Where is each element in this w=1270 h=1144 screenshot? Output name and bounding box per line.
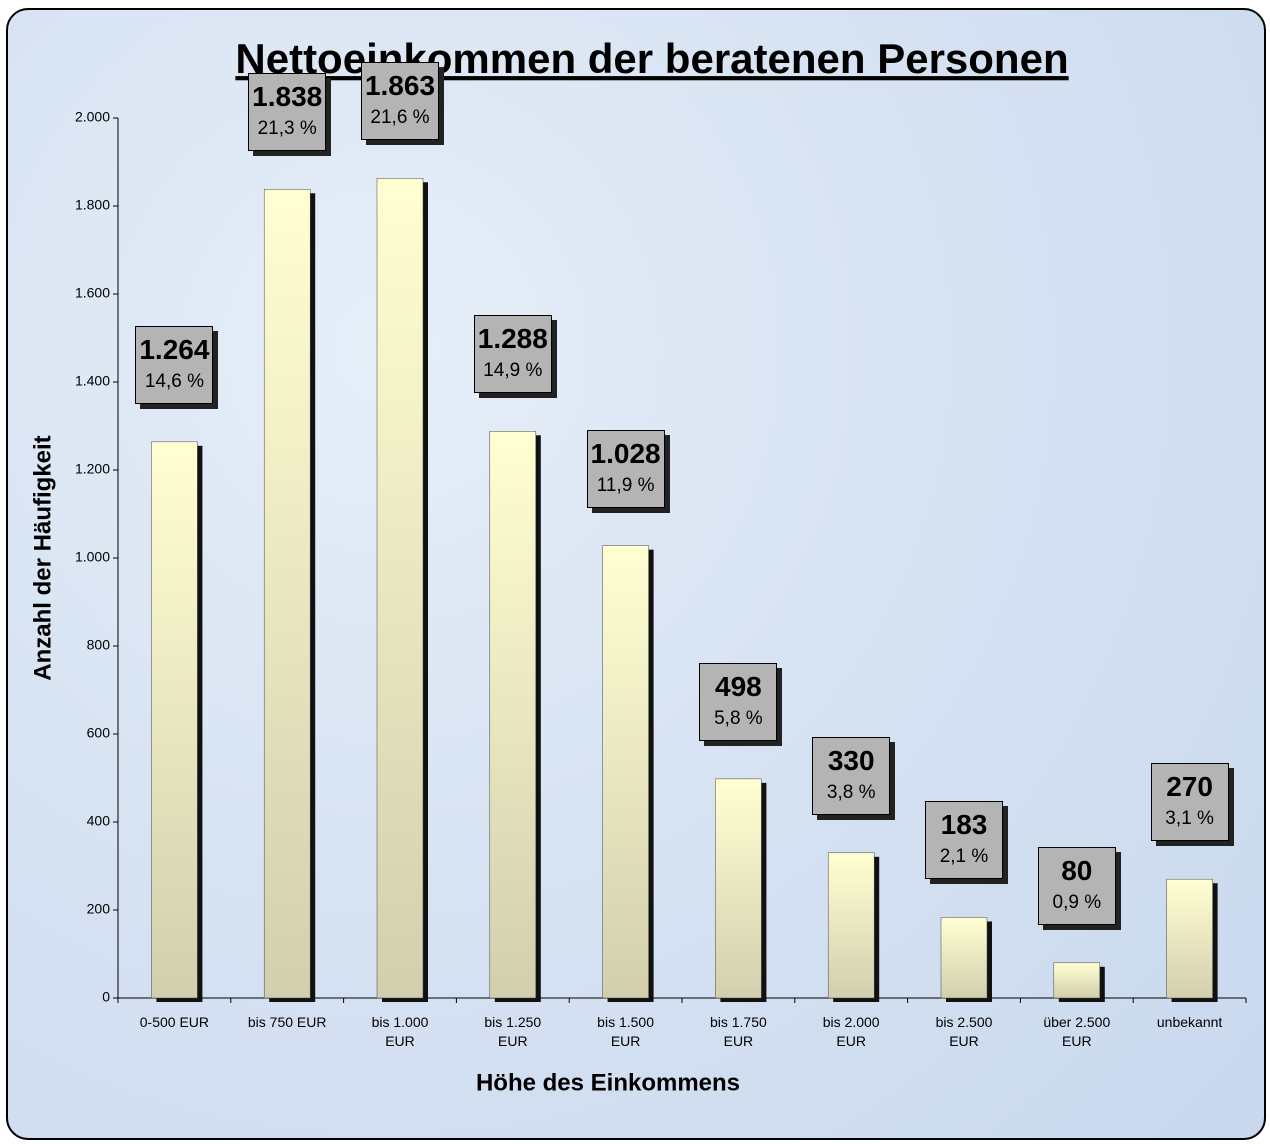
y-tick-label: 1.400 [75, 373, 110, 389]
share-label: 5,8 % [700, 708, 776, 730]
value-label: 1.863 [362, 71, 438, 101]
value-label: 1.264 [136, 335, 212, 365]
bar [1054, 963, 1100, 998]
share-label: 11,9 % [588, 475, 664, 497]
x-tick-label: 0-500 EUR [129, 1013, 219, 1032]
x-tick-label: über 2.500 EUR [1032, 1013, 1122, 1051]
share-label: 14,9 % [475, 360, 551, 382]
value-label-box: 498 5,8 % [699, 663, 777, 741]
value-label-box: 183 2,1 % [925, 801, 1003, 879]
value-label: 1.028 [588, 439, 664, 469]
y-tick-label: 600 [87, 725, 111, 741]
value-label: 1.288 [475, 324, 551, 354]
chart: Nettoeinkommen der beratenen Personen Hö… [8, 10, 1264, 1138]
value-label-box: 80 0,9 % [1038, 847, 1116, 925]
value-label-box: 1.838 21,3 % [248, 73, 326, 151]
share-label: 21,3 % [249, 118, 325, 140]
value-label: 270 [1152, 772, 1228, 802]
value-label-box: 270 3,1 % [1151, 763, 1229, 841]
share-label: 0,9 % [1039, 892, 1115, 914]
bar [1167, 879, 1213, 998]
page: {"chart_data": {"type": "bar", "title": … [0, 0, 1270, 1144]
y-tick-label: 2.000 [75, 109, 110, 125]
value-label: 80 [1039, 856, 1115, 886]
x-tick-label: unbekannt [1145, 1013, 1235, 1032]
bar [151, 442, 197, 998]
x-tick-label: bis 1.000 EUR [355, 1013, 445, 1051]
x-axis-title: Höhe des Einkommens [476, 1069, 740, 1096]
x-tick-label: bis 1.500 EUR [581, 1013, 671, 1051]
bar [377, 178, 423, 998]
chart-frame: Nettoeinkommen der beratenen Personen Hö… [6, 8, 1266, 1140]
share-label: 3,8 % [813, 782, 889, 804]
y-tick-label: 800 [87, 637, 111, 653]
bar [264, 189, 310, 998]
value-label-box: 1.028 11,9 % [587, 430, 665, 508]
value-label: 498 [700, 672, 776, 702]
y-tick-label: 200 [87, 901, 111, 917]
bar [941, 917, 987, 998]
share-label: 3,1 % [1152, 808, 1228, 830]
bar [828, 853, 874, 998]
x-tick-label: bis 750 EUR [242, 1013, 332, 1032]
y-axis-title: Anzahl der Häufigkeit [29, 435, 56, 680]
y-tick-label: 1.600 [75, 285, 110, 301]
bar [715, 779, 761, 998]
y-tick-label: 1.000 [75, 549, 110, 565]
y-tick-label: 1.800 [75, 197, 110, 213]
share-label: 14,6 % [136, 371, 212, 393]
value-label-box: 1.288 14,9 % [474, 315, 552, 393]
value-label-box: 1.863 21,6 % [361, 62, 439, 140]
share-label: 2,1 % [926, 846, 1002, 868]
value-label-box: 330 3,8 % [812, 737, 890, 815]
value-label-box: 1.264 14,6 % [135, 326, 213, 404]
x-tick-label: bis 2.000 EUR [806, 1013, 896, 1051]
y-tick-label: 400 [87, 813, 111, 829]
value-label: 1.838 [249, 82, 325, 112]
y-tick-label: 1.200 [75, 461, 110, 477]
value-label: 330 [813, 746, 889, 776]
share-label: 21,6 % [362, 107, 438, 129]
x-tick-label: bis 1.750 EUR [693, 1013, 783, 1051]
y-tick-label: 0 [102, 989, 110, 1005]
value-label: 183 [926, 810, 1002, 840]
bar [490, 431, 536, 998]
x-tick-label: bis 2.500 EUR [919, 1013, 1009, 1051]
bar [603, 546, 649, 998]
x-tick-label: bis 1.250 EUR [468, 1013, 558, 1051]
